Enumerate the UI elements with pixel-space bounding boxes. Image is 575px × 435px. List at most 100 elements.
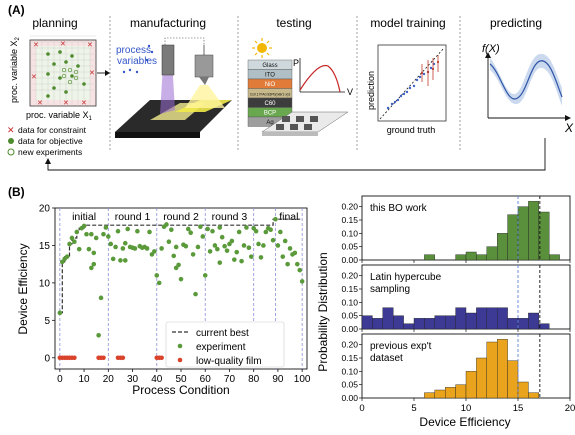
sun-icon	[252, 38, 272, 58]
x-tick-label: 100	[294, 374, 311, 385]
histogram-bar	[434, 315, 446, 330]
experiment-point	[285, 261, 290, 267]
planning-objective-mark	[58, 50, 62, 54]
x-tick-label: 60	[200, 374, 212, 385]
x-tick-label: 5	[411, 403, 416, 414]
round-label: final	[279, 211, 298, 223]
experiment-point	[69, 235, 75, 241]
planning-objective-mark	[70, 74, 74, 78]
histogram-bar	[445, 387, 456, 399]
arrow-head-up-icon	[45, 158, 51, 164]
histogram-bar	[455, 307, 467, 330]
x-tick-label: 30	[127, 374, 139, 385]
experiment-point	[171, 253, 177, 259]
planning-objective-mark	[58, 76, 62, 80]
experiment-point	[113, 244, 118, 250]
experiment-point	[195, 244, 201, 250]
experiment-point	[81, 223, 87, 229]
experiment-point	[205, 226, 210, 232]
y-tick-label: 0.20	[341, 340, 358, 350]
y-tick-label: 10	[39, 278, 51, 289]
histogram-bar	[424, 254, 435, 261]
experiment-point	[270, 237, 276, 243]
experiment-point	[261, 243, 266, 248]
low-quality-point	[120, 355, 126, 361]
y-tick-label: 0.10	[341, 228, 358, 238]
planning-objective-mark	[64, 90, 68, 94]
experiment-point	[173, 244, 179, 250]
y-tick-label: 0.15	[341, 215, 358, 225]
planning-new-exp-mark	[73, 69, 79, 75]
experiment-point	[125, 226, 130, 232]
legend-experiment: experiment	[196, 342, 246, 353]
round-label: round 2	[163, 211, 199, 223]
planning-constraint-mark: ✕	[89, 70, 95, 77]
experiment-point	[198, 224, 203, 230]
histogram-bar	[465, 371, 477, 399]
experiment-point	[246, 245, 252, 250]
experiment-point	[282, 238, 288, 244]
histogram-bar	[465, 312, 477, 330]
experiment-point	[256, 241, 261, 247]
predicting-plot: f(X) X	[482, 43, 574, 135]
experiment-point	[74, 229, 80, 235]
y-tick-label: 0.00	[341, 324, 358, 334]
histogram-bar	[476, 307, 487, 330]
experiment-point	[268, 227, 273, 233]
experiment-point	[89, 265, 94, 271]
experiment-point	[253, 228, 259, 234]
experiment-point	[91, 250, 97, 256]
experiment-point	[67, 241, 72, 247]
histogram-bar	[434, 389, 446, 399]
scatter-legend: current best experiment low-quality film	[165, 321, 285, 368]
histogram-bar	[497, 339, 508, 399]
planning-new-exp-mark	[61, 73, 67, 79]
histogram-bar	[403, 323, 415, 330]
histogram-bar	[486, 341, 498, 399]
legend-constraint: data for constraint	[18, 125, 87, 135]
stack-layer-label: C60	[264, 101, 276, 107]
histogram-bar	[538, 211, 550, 261]
testing-illustration: Glass ITO NiO Cs0.17FA0.83Pb(IxBr1-x)3 C60 BC…	[247, 38, 353, 136]
planning-new-exp-mark	[73, 75, 79, 81]
y-tick-label: 0.10	[341, 366, 358, 376]
experiment-point	[263, 229, 269, 235]
predict-y-label: f(X)	[482, 43, 500, 55]
legend-objective: data for objective	[18, 136, 83, 146]
histogram-bar	[528, 201, 540, 261]
histogram-bar	[497, 233, 508, 261]
x-tick-label: 0	[57, 374, 63, 385]
planning-grid: ✕ ✕ ✕ ✕ ✕ ✕ ✕ ✕	[29, 35, 97, 107]
experiment-point	[207, 249, 213, 254]
histogram-bar	[538, 323, 550, 330]
scatter-y-label: Device Efficiency	[16, 243, 30, 334]
experiment-point	[89, 231, 94, 237]
planning-constraint-mark: ✕	[37, 100, 43, 107]
experiment-point	[280, 254, 286, 259]
experiment-point	[248, 254, 254, 259]
x-tick-label: 40	[151, 374, 163, 385]
planning-x-axis-label: proc. variable X1	[26, 110, 93, 122]
planning-objective-mark	[52, 62, 56, 66]
experiment-point	[103, 225, 109, 230]
experiment-point	[188, 230, 193, 236]
experiment-point	[93, 235, 99, 241]
low-quality-point	[159, 355, 164, 361]
step-title-testing: testing	[276, 16, 311, 30]
low-quality-point	[101, 355, 106, 361]
y-tick-label: 0.05	[341, 242, 358, 252]
iv-curve: P V	[293, 58, 353, 97]
experiment-point	[219, 234, 225, 240]
scatter-chart: initial round 1 round 2 round 3 final 0 5 10 15…	[16, 204, 311, 398]
experiment-point	[118, 258, 123, 263]
planning-constraint-mark: ✕	[31, 74, 37, 81]
histogram-bar	[528, 312, 540, 330]
experiment-point	[169, 227, 174, 233]
experiment-point	[91, 261, 97, 267]
experiment-point	[217, 260, 223, 265]
histogram-bar	[424, 392, 435, 399]
experiment-point	[222, 243, 227, 249]
histogram-bar	[382, 307, 394, 330]
experiment-point	[273, 216, 278, 222]
experiment-point	[190, 252, 196, 257]
